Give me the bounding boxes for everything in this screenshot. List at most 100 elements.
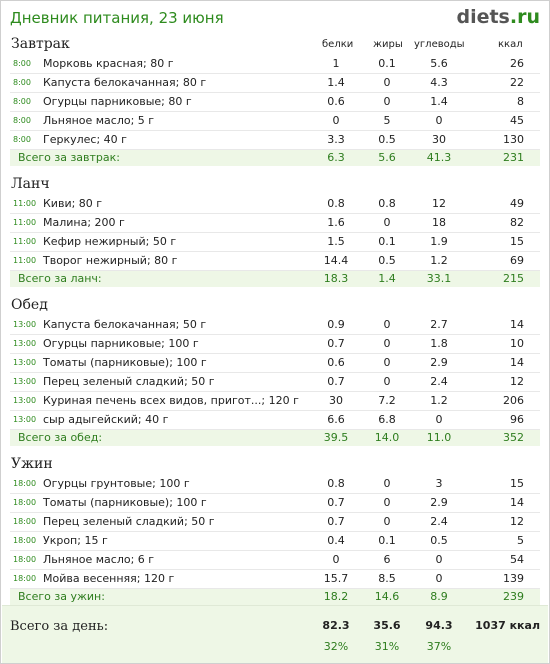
meal-time: 13:00: [13, 377, 37, 386]
food-name[interactable]: Огурцы грунтовые; 100 г: [43, 477, 190, 490]
food-row[interactable]: 18:00 Перец зеленый сладкий; 50 г 0.7 0 2.4 1…: [10, 513, 540, 532]
food-row[interactable]: 8:00 Морковь красная; 80 г 1 0.1 5.6 26: [10, 55, 540, 74]
kcal-value: 12: [510, 515, 524, 528]
food-name[interactable]: Томаты (парниковые); 100 г: [43, 356, 207, 369]
food-name[interactable]: Морковь красная; 80 г: [43, 57, 174, 70]
meal-total-fat: 14.6: [374, 590, 400, 603]
carbs-value: 3: [435, 477, 443, 490]
meal-total-row: Всего за обед: 39.5 14.0 11.0 352: [10, 430, 540, 446]
food-row[interactable]: 8:00 Геркулес; 40 г 3.3 0.5 30 130: [10, 131, 540, 150]
food-row[interactable]: 8:00 Льняное масло; 5 г 0 5 0 45: [10, 112, 540, 131]
day-total-protein: 82.3: [322, 619, 350, 632]
kcal-value: 10: [510, 337, 524, 350]
food-row[interactable]: 18:00 Томаты (парниковые); 100 г 0.7 0 2.9 14: [10, 494, 540, 513]
meal-time: 18:00: [13, 536, 37, 545]
food-name[interactable]: Укроп; 15 г: [43, 534, 108, 547]
food-row[interactable]: 13:00 Огурцы парниковые; 100 г 0.7 0 1.8 10: [10, 335, 540, 354]
protein-value: 30: [329, 394, 343, 407]
protein-value: 6.6: [327, 413, 345, 426]
carbs-value: 1.4: [430, 95, 448, 108]
protein-value: 1: [332, 57, 340, 70]
food-row[interactable]: 18:00 Мойва весенняя; 120 г 15.7 8.5 0 139: [10, 570, 540, 589]
food-row[interactable]: 11:00 Кефир нежирный; 50 г 1.5 0.1 1.9 15: [10, 233, 540, 252]
food-row[interactable]: 13:00 сыр адыгейский; 40 г 6.6 6.8 0 96: [10, 411, 540, 430]
food-row[interactable]: 8:00 Огурцы парниковые; 80 г 0.6 0 1.4 8: [10, 93, 540, 112]
food-row[interactable]: 11:00 Творог нежирный; 80 г 14.4 0.5 1.2 69: [10, 252, 540, 271]
protein-value: 0: [332, 114, 340, 127]
food-row[interactable]: 18:00 Огурцы грунтовые; 100 г 0.8 0 3 15: [10, 475, 540, 494]
protein-value: 1.5: [327, 235, 345, 248]
food-row[interactable]: 11:00 Киви; 80 г 0.8 0.8 12 49: [10, 195, 540, 214]
food-name[interactable]: Киви; 80 г: [43, 197, 103, 210]
food-row[interactable]: 11:00 Малина; 200 г 1.6 0 18 82: [10, 214, 540, 233]
food-name[interactable]: Перец зеленый сладкий; 50 г: [43, 515, 215, 528]
carbs-value: 2.4: [430, 515, 448, 528]
food-row[interactable]: 13:00 Томаты (парниковые); 100 г 0.6 0 2.9 14: [10, 354, 540, 373]
meal-total-carbs: 8.9: [430, 590, 448, 603]
meal-time: 18:00: [13, 479, 37, 488]
food-name[interactable]: Малина; 200 г: [43, 216, 125, 229]
protein-value: 0.8: [327, 477, 345, 490]
site-logo[interactable]: diets.ru: [456, 6, 540, 28]
food-row[interactable]: 8:00 Капуста белокачанная; 80 г 1.4 0 4.3 22: [10, 74, 540, 93]
protein-value: 0.7: [327, 337, 345, 350]
carbs-value: 1.2: [430, 254, 448, 267]
food-name[interactable]: Кефир нежирный; 50 г: [43, 235, 177, 248]
protein-value: 0.7: [327, 515, 345, 528]
food-name[interactable]: Геркулес; 40 г: [43, 133, 127, 146]
meal-total-label: Всего за ланч:: [18, 272, 102, 285]
food-name[interactable]: Мойва весенняя; 120 г: [43, 572, 175, 585]
fat-value: 5: [383, 114, 391, 127]
meal-time: 18:00: [13, 555, 37, 564]
meal-total-row: Всего за завтрак: 6.3 5.6 41.3 231: [10, 150, 540, 166]
food-row[interactable]: 13:00 Капуста белокачанная; 50 г 0.9 0 2.7 14: [10, 316, 540, 335]
food-name[interactable]: Льняное масло; 6 г: [43, 553, 155, 566]
section-gap: [1, 446, 549, 453]
food-name[interactable]: Перец зеленый сладкий; 50 г: [43, 375, 215, 388]
food-name[interactable]: Огурцы парниковые; 100 г: [43, 337, 199, 350]
protein-value: 0.7: [327, 375, 345, 388]
day-total-carbs-pct: 37%: [426, 640, 452, 653]
meal-title: Ужин: [11, 456, 53, 472]
food-row[interactable]: 18:00 Укроп; 15 г 0.4 0.1 0.5 5: [10, 532, 540, 551]
protein-value: 1.4: [327, 76, 345, 89]
food-name[interactable]: Льняное масло; 5 г: [43, 114, 155, 127]
meal-title: Обед: [11, 297, 48, 313]
protein-value: 3.3: [327, 133, 345, 146]
fat-value: 0: [383, 216, 391, 229]
food-row[interactable]: 18:00 Льняное масло; 6 г 0 6 0 54: [10, 551, 540, 570]
food-name[interactable]: Капуста белокачанная; 80 г: [43, 76, 207, 89]
meal-time: 11:00: [13, 199, 37, 208]
food-name[interactable]: Творог нежирный; 80 г: [43, 254, 178, 267]
logo-tld: .ru: [509, 6, 540, 28]
meal-section: Обед 13:00 Капуста белокачанная; 50 г 0.9 0 2…: [1, 294, 549, 446]
fat-value: 0.1: [378, 235, 396, 248]
carbs-value: 1.8: [430, 337, 448, 350]
kcal-value: 49: [510, 197, 524, 210]
kcal-value: 45: [510, 114, 524, 127]
protein-value: 0: [332, 553, 340, 566]
carbs-value: 2.9: [430, 356, 448, 369]
protein-value: 0.9: [327, 318, 345, 331]
food-name[interactable]: сыр адыгейский; 40 г: [43, 413, 169, 426]
food-row[interactable]: 13:00 Перец зеленый сладкий; 50 г 0.7 0 2.4 1…: [10, 373, 540, 392]
fat-value: 0: [383, 356, 391, 369]
meal-total-protein: 18.2: [323, 590, 349, 603]
meal-time: 8:00: [13, 135, 31, 144]
food-name[interactable]: Куриная печень всех видов, пригот...; 12…: [43, 394, 299, 407]
meal-total-carbs: 41.3: [426, 151, 452, 164]
kcal-value: 15: [510, 477, 524, 490]
meal-total-row: Всего за ланч: 18.3 1.4 33.1 215: [10, 271, 540, 287]
food-name[interactable]: Томаты (парниковые); 100 г: [43, 496, 207, 509]
section-gap: [1, 287, 549, 294]
carbs-value: 18: [432, 216, 446, 229]
meal-total-carbs: 33.1: [426, 272, 452, 285]
food-name[interactable]: Капуста белокачанная; 50 г: [43, 318, 207, 331]
food-name[interactable]: Огурцы парниковые; 80 г: [43, 95, 192, 108]
food-row[interactable]: 13:00 Куриная печень всех видов, пригот..…: [10, 392, 540, 411]
kcal-value: 14: [510, 318, 524, 331]
kcal-value: 139: [503, 572, 524, 585]
meal-total-label: Всего за завтрак:: [18, 151, 121, 164]
protein-value: 0.8: [327, 197, 345, 210]
